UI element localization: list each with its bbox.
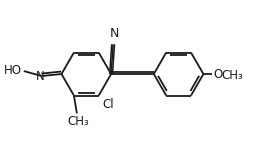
- Text: O: O: [213, 68, 223, 80]
- Text: HO: HO: [4, 63, 22, 77]
- Text: CH₃: CH₃: [67, 115, 89, 128]
- Text: N: N: [109, 27, 119, 40]
- Text: CH₃: CH₃: [221, 68, 243, 82]
- Text: N: N: [36, 70, 45, 83]
- Text: Cl: Cl: [103, 98, 114, 112]
